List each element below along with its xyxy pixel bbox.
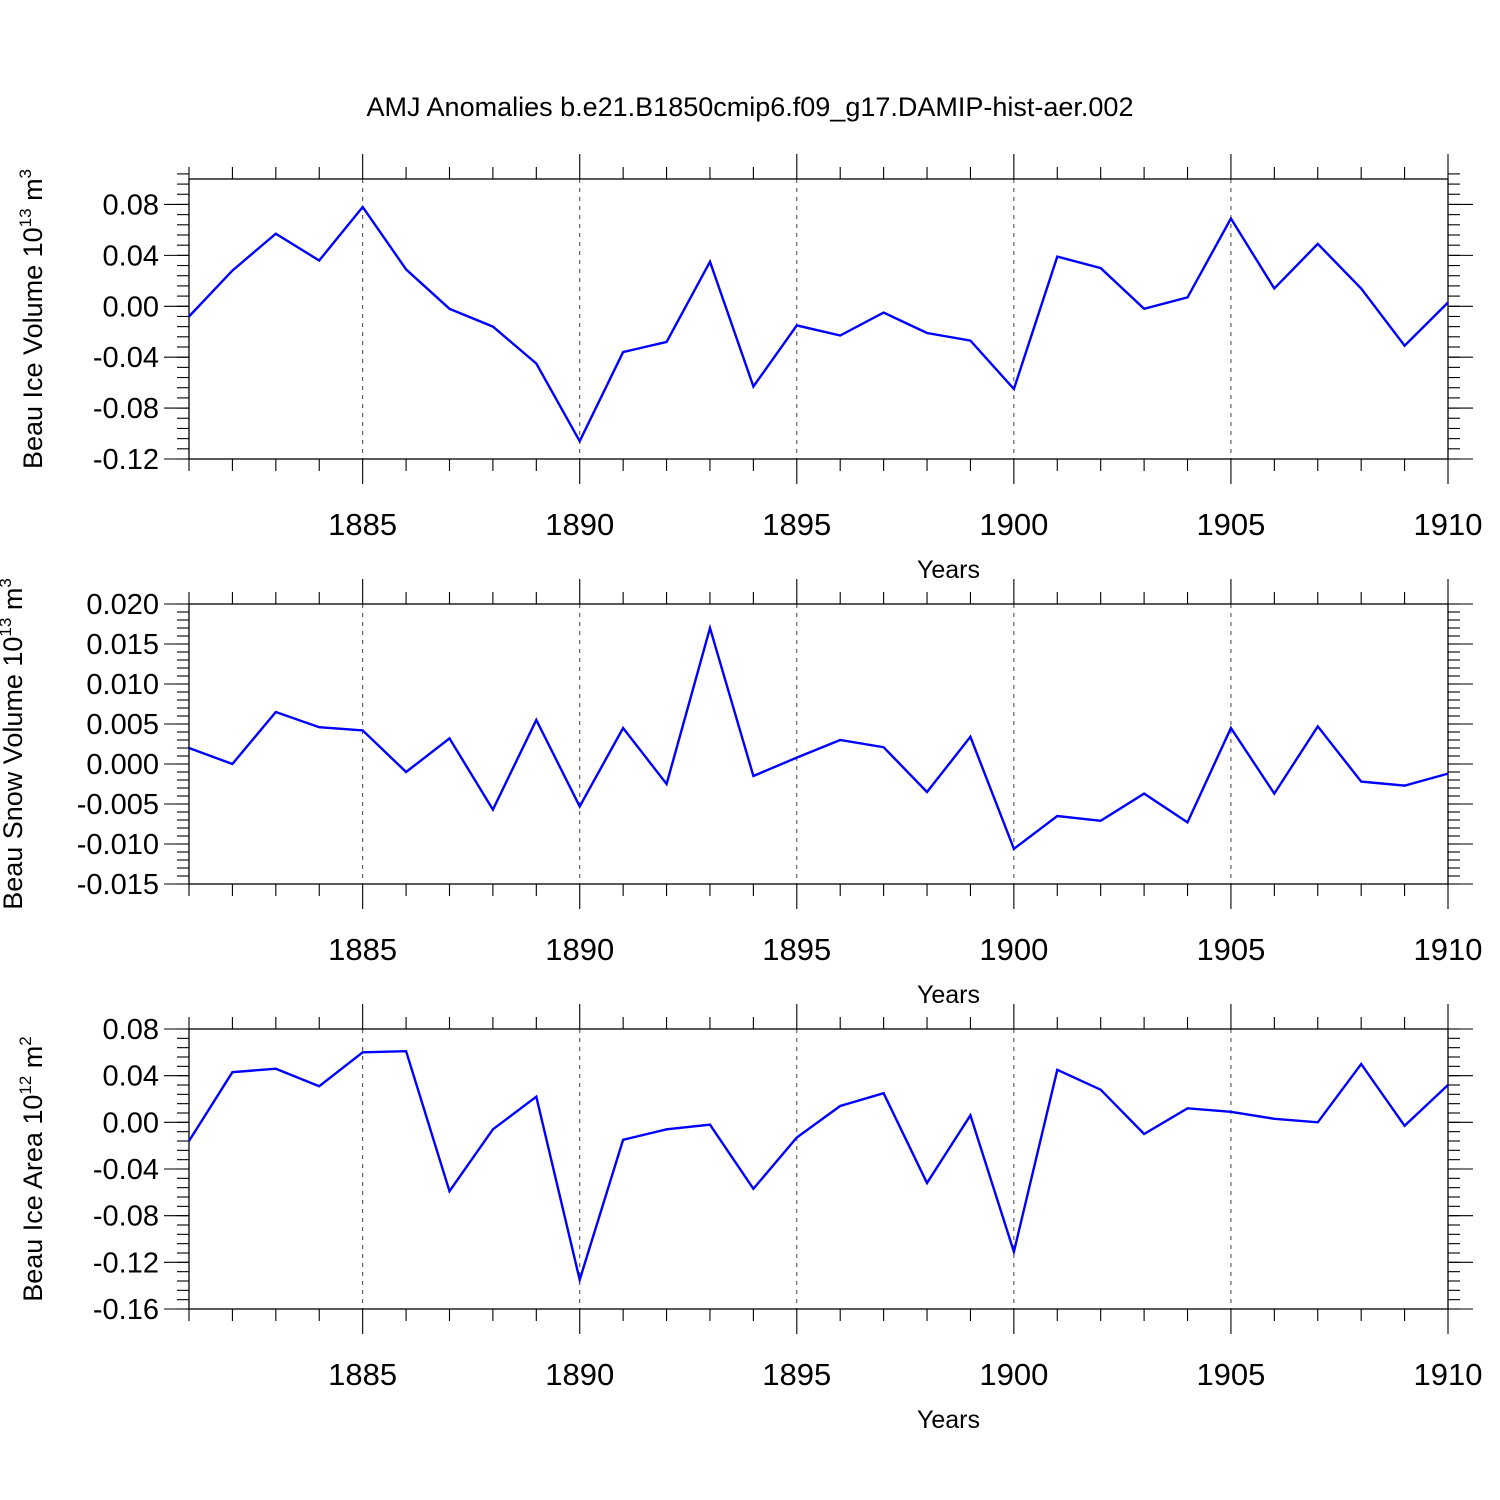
x-tick-label: 1890 [545,507,614,542]
x-tick-label: 1885 [328,507,397,542]
y-tick-label: 0.08 [103,189,159,221]
x-tick-label: 1910 [1414,507,1483,542]
y-tick-label: 0.00 [103,1107,159,1139]
x-tick-label: 1900 [979,932,1048,967]
figure-title: AMJ Anomalies b.e21.B1850cmip6.f09_g17.D… [367,92,1134,122]
series-line [187,1049,1449,1285]
y-tick-label: 0.000 [86,749,159,781]
panel-snow-volume: 1885 1890 1895 1900 1905 1910 0.020 0.015 0.010 0… [0,578,1482,1009]
y-tick-label: 0.00 [103,291,159,323]
plot-frame [188,178,1449,460]
y-tick-label: -0.015 [77,869,159,901]
plot-frame [188,603,1449,885]
y-tick-label: -0.12 [93,1247,159,1279]
x-tick-label: 1895 [762,1357,831,1392]
y-tick-label: -0.010 [77,829,159,861]
y-tick-label: 0.005 [86,709,159,741]
series-line [188,205,1449,444]
x-tick-label: 1910 [1414,1357,1483,1392]
y-tick-label: 0.08 [103,1014,159,1046]
x-tick-label: 1905 [1196,932,1265,967]
x-tick-label: 1895 [762,932,831,967]
y-tick-label: -0.04 [93,1154,159,1186]
panel-ice-volume: 1885 1890 1895 1900 1905 1910 0.08 0.04 0.00 -0.0… [16,154,1482,584]
y-axis-label: Beau Snow Volume 1013 m3 [0,578,28,910]
x-tick-label: 1890 [545,932,614,967]
x-axis-label: Years [917,1406,980,1434]
x-axis-label: Years [917,556,980,584]
plot-frame [188,1028,1449,1310]
y-tick-label: 0.020 [86,589,159,621]
x-tick-label: 1900 [979,507,1048,542]
y-tick-label: 0.015 [86,629,159,661]
x-axis-label: Years [917,981,980,1009]
y-tick-label: -0.16 [93,1294,159,1326]
y-tick-label: -0.005 [77,789,159,821]
x-tick-label: 1885 [328,1357,397,1392]
y-tick-label: -0.12 [93,444,159,476]
y-tick-label: 0.04 [103,240,159,272]
y-tick-label: 0.04 [103,1061,159,1093]
series-line [188,623,1449,851]
panel-ice-area: 1885 1890 1895 1900 1905 1910 0.08 0.04 0.00 -0.0… [16,1004,1482,1434]
y-tick-label: -0.08 [93,393,159,425]
x-tick-label: 1910 [1414,932,1483,967]
x-tick-label: 1890 [545,1357,614,1392]
x-tick-label: 1900 [979,1357,1048,1392]
x-tick-label: 1885 [328,932,397,967]
y-tick-label: 0.010 [86,669,159,701]
x-tick-label: 1905 [1196,507,1265,542]
y-axis-label: Beau Ice Volume 1013 m3 [16,169,48,469]
x-tick-label: 1895 [762,507,831,542]
y-axis-label: Beau Ice Area 1012 m2 [16,1036,48,1302]
y-tick-label: -0.04 [93,342,159,374]
y-tick-label: -0.08 [93,1201,159,1233]
x-tick-label: 1905 [1196,1357,1265,1392]
